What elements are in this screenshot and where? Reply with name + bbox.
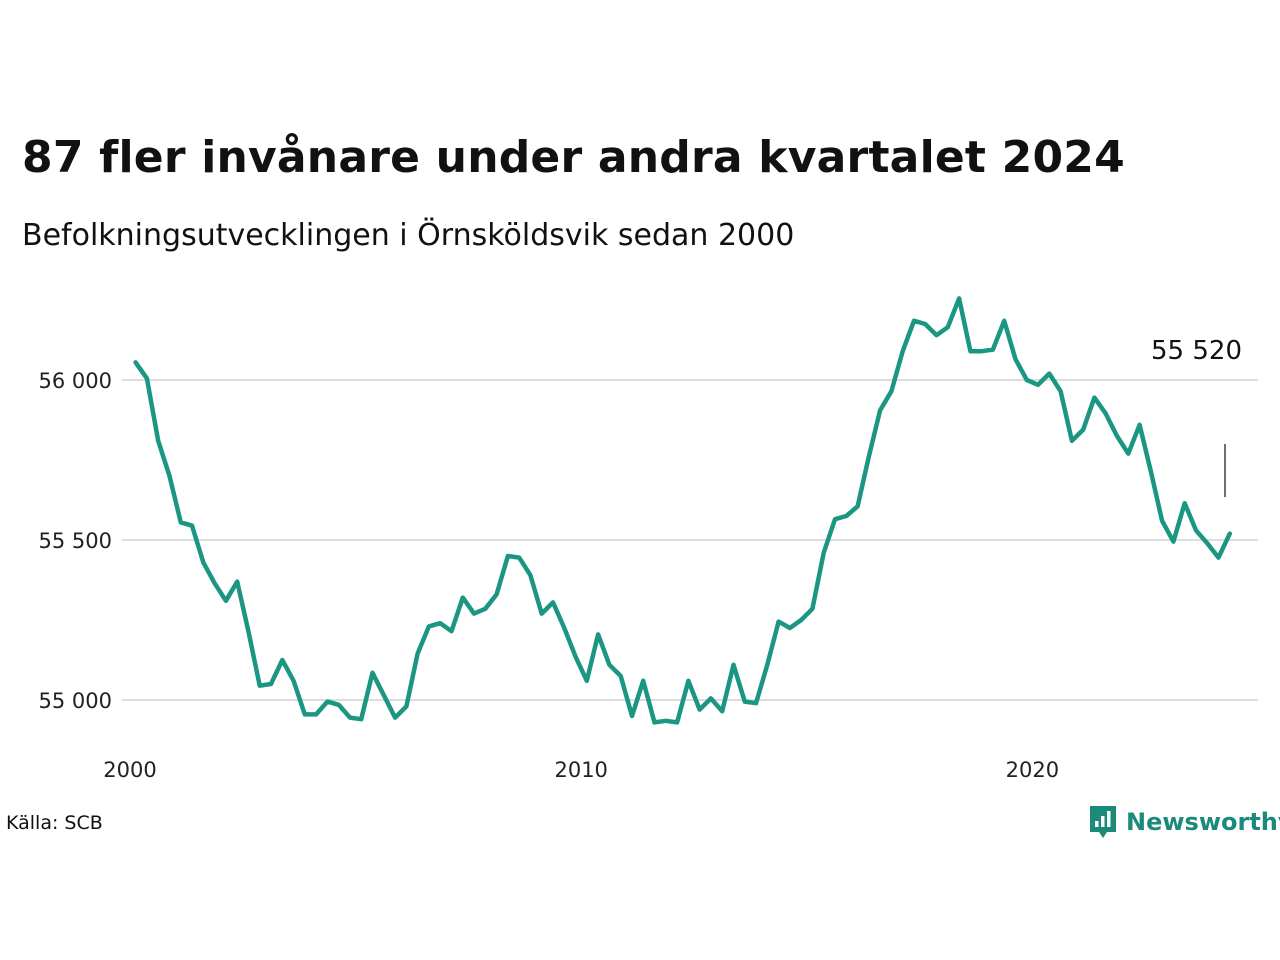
end-value-label: 55 520	[1151, 336, 1242, 366]
chart-title: 87 fler invånare under andra kvartalet 2…	[22, 132, 1125, 183]
bar-chart-speech-bubble-icon	[1090, 806, 1116, 838]
series-layer	[133, 296, 1233, 725]
line-chart: 55 000 55 500 56 000 2000 2010 2020 55 520	[39, 296, 1258, 782]
series-line	[133, 296, 1233, 725]
y-axis-ticks: 55 000 55 500 56 000	[39, 369, 112, 713]
source-note: Källa: SCB	[6, 812, 103, 834]
brand-logo: Newsworthy	[1088, 804, 1280, 840]
chart-subtitle: Befolkningsutvecklingen i Örnsköldsvik s…	[22, 218, 795, 253]
y-tick-label: 55 000	[39, 689, 112, 713]
y-tick-label: 55 500	[39, 529, 112, 553]
x-tick-label: 2000	[103, 758, 156, 782]
y-tick-label: 56 000	[39, 369, 112, 393]
x-tick-label: 2010	[554, 758, 607, 782]
brand-name: Newsworthy	[1126, 808, 1280, 836]
grid-lines	[122, 379, 1258, 701]
x-axis-ticks: 2000 2010 2020	[103, 758, 1059, 782]
x-tick-label: 2020	[1006, 758, 1059, 782]
